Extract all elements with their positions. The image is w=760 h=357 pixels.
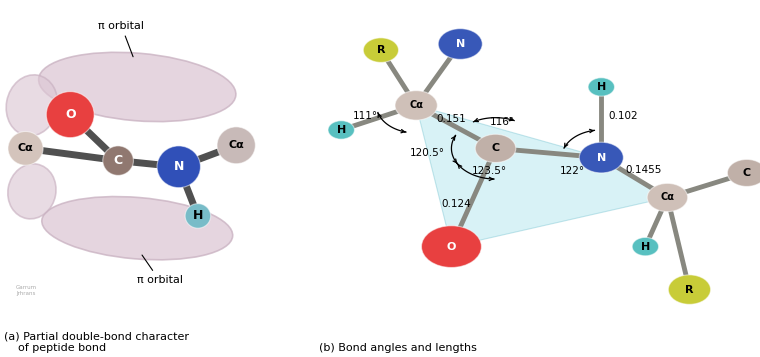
Text: 0.151: 0.151 [436, 114, 467, 124]
Text: π orbital: π orbital [137, 255, 182, 286]
Text: 116°: 116° [489, 117, 515, 127]
Text: O: O [447, 242, 456, 252]
Ellipse shape [8, 164, 56, 219]
Ellipse shape [6, 75, 58, 136]
Text: N: N [597, 152, 606, 162]
Circle shape [185, 203, 211, 228]
Text: H: H [193, 210, 203, 222]
Circle shape [363, 38, 398, 62]
Text: H: H [641, 242, 650, 252]
Text: (a) Partial double-bond character
    of peptide bond: (a) Partial double-bond character of pep… [4, 332, 188, 353]
Circle shape [422, 226, 481, 267]
Circle shape [157, 146, 201, 188]
Text: Cα: Cα [660, 192, 674, 202]
Text: Cα: Cα [409, 100, 423, 110]
Circle shape [395, 91, 437, 120]
Text: N: N [456, 39, 465, 49]
Circle shape [103, 146, 134, 175]
Text: 0.124: 0.124 [441, 198, 470, 208]
Circle shape [579, 142, 623, 173]
Text: 120.5°: 120.5° [410, 148, 445, 158]
Text: Garrum
Jrhrans: Garrum Jrhrans [16, 285, 37, 296]
Circle shape [648, 183, 688, 212]
Text: N: N [173, 160, 184, 173]
Ellipse shape [39, 52, 236, 122]
Circle shape [8, 131, 43, 165]
Text: 111°: 111° [353, 111, 378, 121]
Text: R: R [377, 45, 385, 55]
Text: C: C [492, 144, 499, 154]
Text: C: C [743, 168, 751, 178]
Text: H: H [597, 82, 606, 92]
Circle shape [475, 134, 516, 162]
Text: (b) Bond angles and lengths: (b) Bond angles and lengths [319, 343, 477, 353]
Text: 0.102: 0.102 [609, 111, 638, 121]
Text: C: C [113, 154, 122, 167]
Circle shape [46, 91, 94, 137]
Circle shape [439, 29, 483, 59]
Text: Cα: Cα [17, 144, 33, 154]
Circle shape [217, 127, 255, 164]
Circle shape [668, 275, 711, 304]
Text: Cα: Cα [228, 140, 244, 150]
Text: O: O [65, 108, 75, 121]
Text: R: R [686, 285, 694, 295]
Circle shape [588, 78, 615, 96]
Circle shape [328, 121, 354, 139]
Text: 0.1455: 0.1455 [625, 165, 661, 175]
Text: 122°: 122° [560, 166, 585, 176]
Text: 123.5°: 123.5° [471, 166, 506, 176]
Text: H: H [337, 125, 346, 135]
Text: π orbital: π orbital [98, 21, 144, 57]
Ellipse shape [42, 197, 233, 260]
Circle shape [632, 237, 659, 256]
Circle shape [727, 160, 760, 186]
Polygon shape [416, 105, 667, 247]
